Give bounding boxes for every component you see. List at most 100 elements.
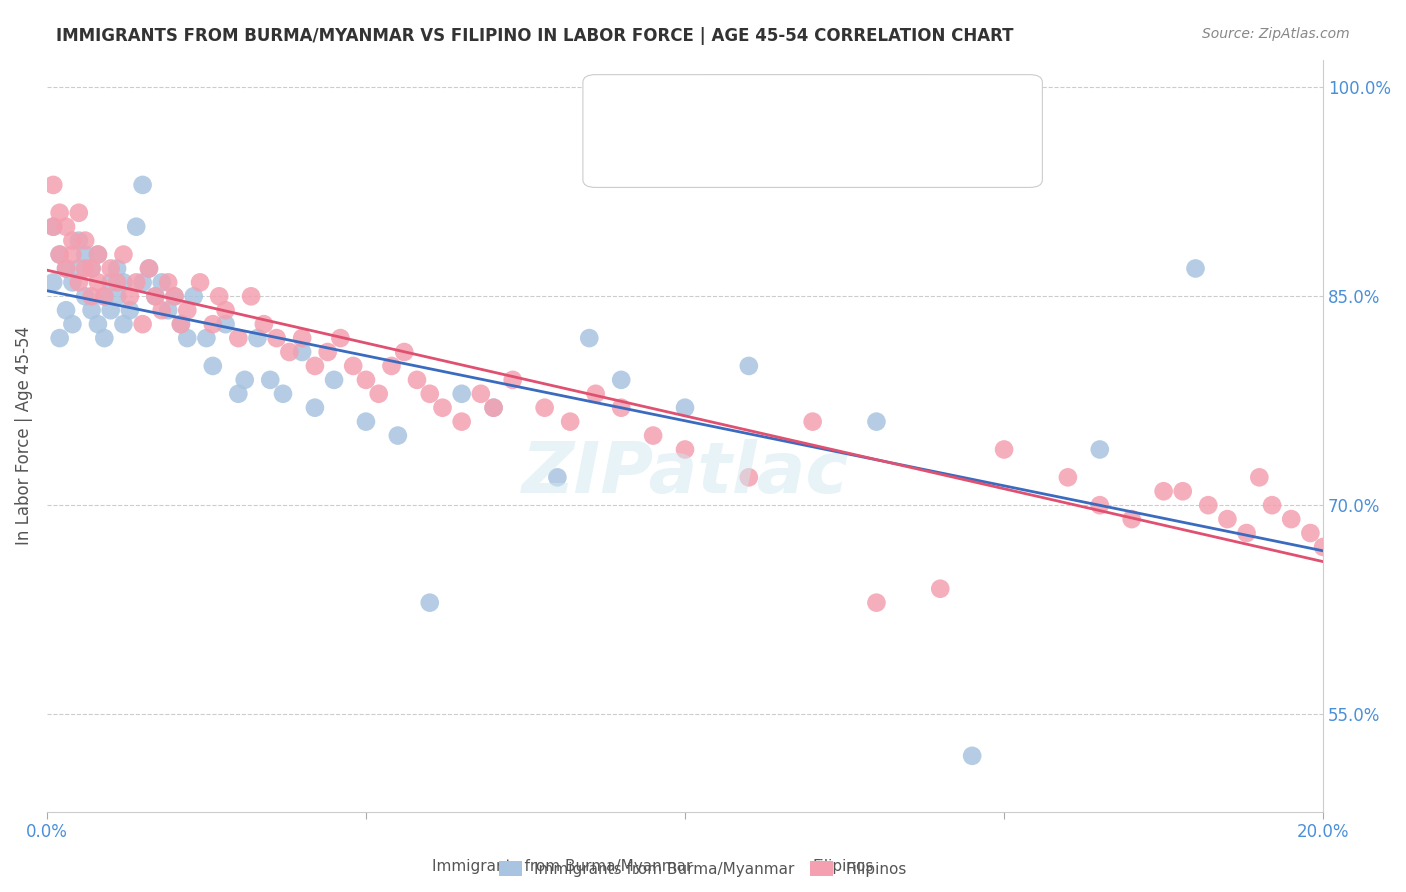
Point [112, 247, 135, 261]
Point [1279, 512, 1302, 526]
Point [100, 303, 122, 318]
Point [75, 289, 97, 303]
Point [48, 331, 70, 345]
Point [62, 317, 84, 331]
Point [246, 331, 269, 345]
Point [87, 247, 110, 261]
Point [291, 345, 314, 359]
Point [419, 596, 441, 610]
Point [546, 470, 568, 484]
Point [560, 415, 582, 429]
Text: ZIPatlас: ZIPatlас [522, 439, 849, 508]
Point [387, 428, 409, 442]
Text: Source: ZipAtlas.com: Source: ZipAtlas.com [1202, 27, 1350, 41]
Point [100, 276, 122, 290]
Point [138, 261, 160, 276]
Point [253, 317, 276, 331]
Point [291, 331, 314, 345]
Point [1153, 484, 1175, 499]
Point [55, 261, 77, 276]
Point [55, 303, 77, 318]
FancyBboxPatch shape [583, 75, 1042, 187]
Point [87, 276, 110, 290]
Point [304, 359, 326, 373]
Point [131, 178, 153, 192]
Point [208, 289, 231, 303]
Point [42, 219, 65, 234]
Text: Filipinos: Filipinos [813, 859, 875, 874]
Point [80, 261, 103, 276]
Point [105, 276, 128, 290]
Point [1261, 498, 1284, 512]
Point [55, 261, 77, 276]
Point [176, 303, 198, 318]
Point [48, 247, 70, 261]
Point [67, 261, 90, 276]
Point [183, 289, 205, 303]
Y-axis label: In Labor Force | Age 45-54: In Labor Force | Age 45-54 [15, 326, 32, 545]
Point [643, 428, 665, 442]
Point [1088, 442, 1111, 457]
Point [354, 415, 377, 429]
Point [62, 234, 84, 248]
Point [157, 276, 180, 290]
Point [131, 276, 153, 290]
Point [112, 317, 135, 331]
Point [67, 276, 90, 290]
Point [367, 386, 389, 401]
Point [42, 219, 65, 234]
Point [865, 415, 887, 429]
Point [960, 748, 983, 763]
Point [80, 289, 103, 303]
Point [201, 317, 224, 331]
Point [259, 373, 281, 387]
Point [470, 386, 492, 401]
Point [67, 206, 90, 220]
Point [929, 582, 952, 596]
Legend: R = -0.279   N = 61, R = -0.406   N = 79: R = -0.279 N = 61, R = -0.406 N = 79 [700, 76, 925, 148]
Text: IMMIGRANTS FROM BURMA/MYANMAR VS FILIPINO IN LABOR FORCE | AGE 45-54 CORRELATION: IMMIGRANTS FROM BURMA/MYANMAR VS FILIPIN… [56, 27, 1014, 45]
Point [75, 247, 97, 261]
Point [482, 401, 505, 415]
Point [801, 415, 824, 429]
Point [993, 442, 1015, 457]
Point [1184, 261, 1206, 276]
Point [195, 331, 218, 345]
Point [1171, 484, 1194, 499]
Point [188, 276, 211, 290]
Point [80, 303, 103, 318]
Point [1057, 470, 1080, 484]
Text: Immigrants from Burma/Myanmar: Immigrants from Burma/Myanmar [432, 859, 693, 874]
Point [673, 442, 696, 457]
Point [1216, 512, 1239, 526]
Point [145, 289, 167, 303]
Point [228, 331, 250, 345]
Point [42, 178, 65, 192]
Point [105, 261, 128, 276]
Point [118, 303, 141, 318]
Point [170, 317, 193, 331]
Point [278, 345, 301, 359]
Point [578, 331, 600, 345]
Point [93, 331, 115, 345]
Point [163, 289, 186, 303]
Point [406, 373, 429, 387]
Point [214, 303, 236, 318]
Point [1299, 526, 1322, 541]
Point [1249, 470, 1271, 484]
Point [93, 289, 115, 303]
Point [48, 206, 70, 220]
Point [329, 331, 352, 345]
Point [75, 261, 97, 276]
Point [138, 261, 160, 276]
Point [482, 401, 505, 415]
Point [266, 331, 288, 345]
Point [394, 345, 416, 359]
Point [62, 276, 84, 290]
Point [316, 345, 339, 359]
Point [342, 359, 364, 373]
Point [738, 470, 761, 484]
Point [228, 386, 250, 401]
Point [125, 219, 148, 234]
Point [87, 247, 110, 261]
